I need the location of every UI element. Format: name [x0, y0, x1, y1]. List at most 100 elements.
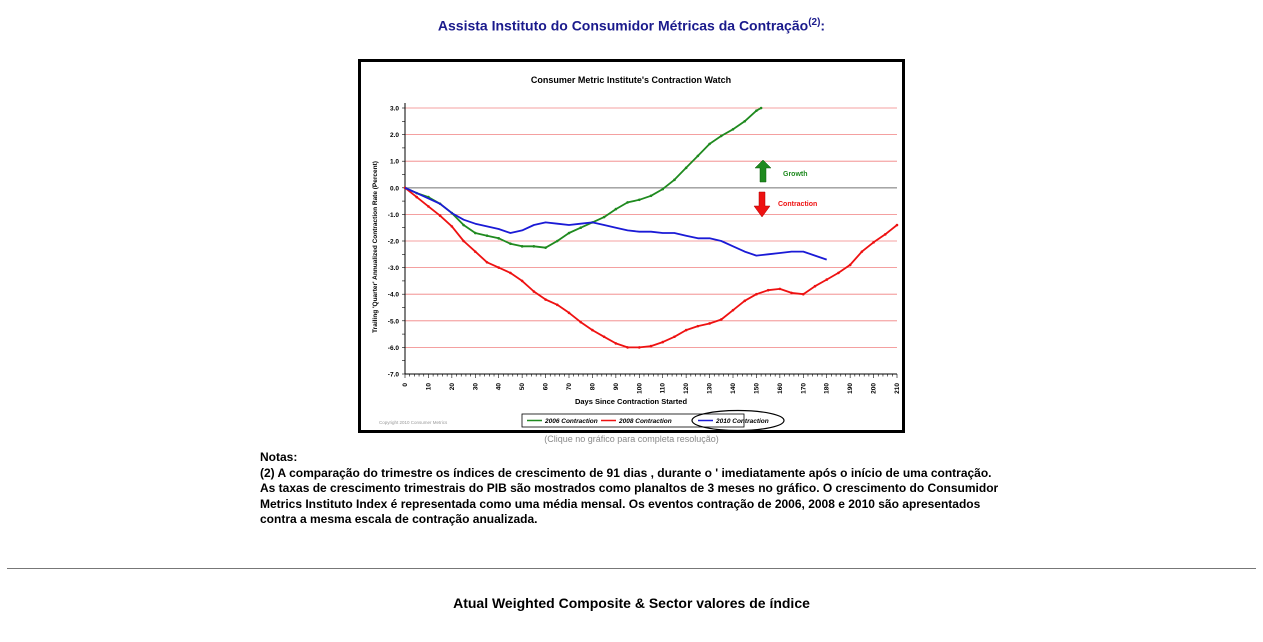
data-point [438, 214, 442, 218]
contraction-watch-chart: Consumer Metric Institute's Contraction … [372, 75, 901, 430]
legend-item-2006: 2006 Contraction [527, 418, 598, 425]
chart-caption: (Clique no gráfico para completa resoluç… [544, 434, 719, 444]
data-point [637, 198, 641, 202]
data-point [848, 263, 852, 267]
y-tick-label: -1.0 [388, 212, 400, 219]
y-axis-label: Trailing 'Quarter' Annualized Contractio… [372, 161, 379, 333]
data-point [895, 223, 899, 227]
y-tick-label: -6.0 [388, 345, 400, 352]
data-point [614, 342, 618, 345]
axes: 3.0 2.0 1.0 0.0 -1.0 -2.0 -3.0 -4.0 -5.0 -6.0 -7.0… [388, 103, 901, 394]
data-point [872, 241, 875, 244]
data-point [473, 231, 477, 235]
data-point [462, 239, 465, 243]
data-point [555, 303, 559, 307]
data-point [485, 260, 489, 264]
x-tick-label: 200 [871, 383, 878, 394]
grid-lines [405, 107, 897, 348]
data-point [708, 142, 711, 146]
legend-item-2008: 2008 Contraction [601, 418, 672, 425]
x-tick-label: 20 [449, 383, 456, 391]
x-tick-label: 100 [636, 383, 643, 394]
x-tick-label: 30 [472, 383, 479, 391]
data-point [755, 292, 758, 296]
data-point [661, 187, 665, 191]
data-point [520, 245, 524, 248]
x-tick-label: 120 [683, 383, 690, 394]
data-point [427, 205, 430, 208]
x-tick-label: 140 [730, 383, 737, 394]
x-tick-label: 10 [425, 383, 432, 391]
data-point [532, 290, 536, 293]
x-tick-label: 160 [777, 383, 784, 394]
data-point [684, 166, 688, 170]
y-tick-label: -7.0 [388, 372, 400, 379]
data-point [708, 322, 711, 325]
data-point [790, 291, 793, 295]
data-point [415, 195, 419, 199]
notes-line: contra a mesma escala de contração anual… [260, 512, 538, 526]
data-point [673, 178, 676, 182]
chart-image-link[interactable]: Consumer Metric Institute's Contraction … [358, 59, 905, 433]
up-arrow-icon [754, 159, 772, 183]
x-tick-label: 130 [707, 383, 714, 394]
legend-highlight-oval [691, 409, 785, 430]
y-tick-label: -2.0 [388, 239, 400, 246]
data-point [755, 109, 758, 112]
data-point [743, 120, 747, 123]
y-tick-label: -5.0 [388, 318, 400, 325]
data-point [497, 266, 501, 269]
y-tick-label: 1.0 [390, 159, 399, 166]
notes-line: (2) A comparação do trimestre os índices… [260, 465, 992, 480]
x-tick-label: 170 [800, 383, 807, 394]
x-tick-label: 180 [824, 383, 831, 394]
data-point [731, 308, 735, 312]
data-point [473, 250, 477, 253]
data-point [860, 250, 864, 253]
data-point [450, 225, 454, 228]
data-point [759, 106, 763, 110]
data-point [813, 284, 817, 288]
data-point [555, 239, 559, 243]
data-point [719, 318, 723, 321]
data-point [684, 328, 688, 332]
series-line-2010 [404, 186, 827, 261]
data-point [497, 237, 501, 240]
section-heading: Atual Weighted Composite & Sector valore… [453, 595, 810, 611]
page-title-suffix: : [820, 17, 826, 34]
data-point [485, 234, 489, 237]
data-point [591, 328, 594, 332]
notes-line: Metrics Instituto Index é representada c… [260, 496, 981, 511]
contraction-annotation: Contraction [753, 191, 817, 218]
data-point [766, 288, 770, 292]
data-point [544, 246, 547, 249]
data-point [532, 245, 536, 248]
data-point [579, 320, 583, 324]
data-point [719, 134, 723, 138]
page-title-text: Assista Instituto do Consumidor Métricas… [437, 17, 809, 34]
x-tick-label: 40 [496, 383, 503, 391]
growth-annotation: Growth [754, 159, 808, 183]
data-point [509, 242, 512, 245]
data-point [673, 335, 676, 339]
legend-label-2008: 2008 Contraction [618, 418, 672, 425]
data-point [837, 271, 840, 275]
data-point [649, 344, 653, 348]
growth-label: Growth [783, 171, 808, 178]
y-tick-label: 2.0 [390, 132, 399, 139]
down-arrow-icon [753, 191, 771, 218]
x-tick-label: 60 [543, 383, 550, 391]
data-point [567, 311, 571, 315]
horizontal-divider [7, 568, 1256, 569]
chart-title: Consumer Metric Institute's Contraction … [531, 75, 731, 85]
data-point [731, 127, 735, 131]
y-tick-label: 0.0 [390, 185, 399, 192]
series-line-2006 [404, 107, 762, 249]
data-point [462, 223, 465, 227]
data-point [696, 324, 700, 328]
data-point [696, 154, 700, 158]
data-point [626, 201, 629, 204]
y-tick-label: -4.0 [388, 292, 400, 299]
notes-section: Notas: (2) A comparação do trimestre os … [260, 450, 1020, 528]
data-point [614, 207, 618, 211]
